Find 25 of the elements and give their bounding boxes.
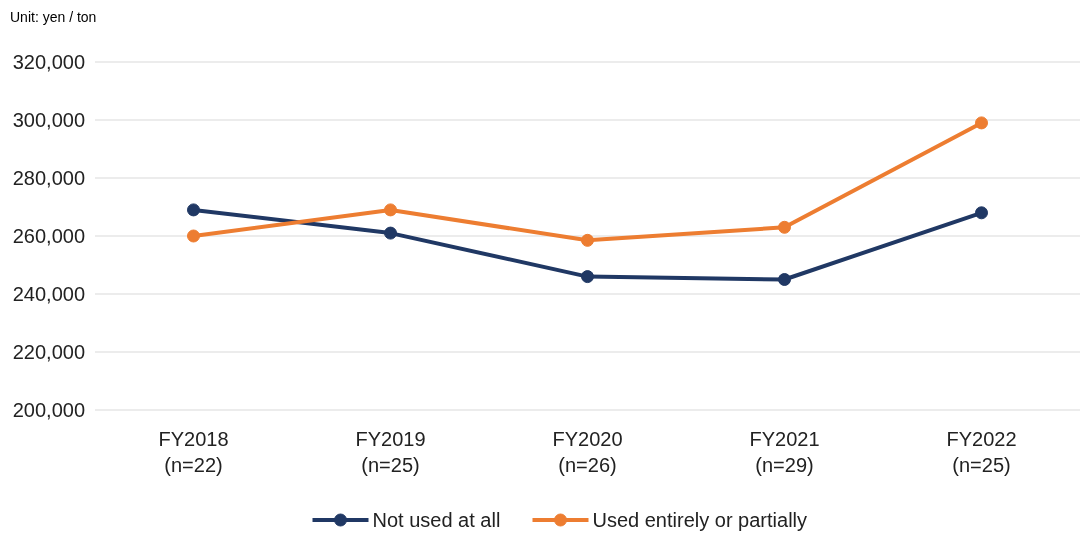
x-tick-label: FY2019 (n=25) bbox=[355, 428, 426, 476]
y-tick-label: 220,000 bbox=[12, 341, 85, 363]
y-tick-label: 300,000 bbox=[12, 109, 85, 131]
x-tick-label: FY2022 (n=25) bbox=[946, 428, 1017, 476]
point bbox=[581, 233, 594, 247]
point bbox=[581, 270, 594, 284]
point bbox=[384, 203, 397, 217]
y-tick-label: 260,000 bbox=[12, 225, 85, 247]
y-tick-label: 320,000 bbox=[12, 51, 85, 73]
point bbox=[384, 226, 397, 240]
point bbox=[778, 273, 791, 286]
x-tick-label: FY2018 (n=22) bbox=[158, 428, 229, 476]
legend-label: Not used at all bbox=[372, 509, 501, 531]
x-tick-label: FY2021 (n=29) bbox=[749, 428, 820, 476]
point bbox=[975, 206, 988, 220]
legend-label: Used entirely or partially bbox=[592, 509, 808, 531]
y-tick-label: 240,000 bbox=[12, 283, 85, 305]
text: Unit: yen / ton bbox=[10, 9, 97, 25]
y-tick-label: 280,000 bbox=[12, 167, 85, 189]
point bbox=[187, 229, 200, 243]
point bbox=[187, 203, 200, 217]
y-tick-label: 200,000 bbox=[12, 399, 85, 421]
point bbox=[975, 116, 988, 130]
x-tick-label: FY2020 (n=26) bbox=[552, 428, 623, 476]
point bbox=[778, 220, 791, 234]
